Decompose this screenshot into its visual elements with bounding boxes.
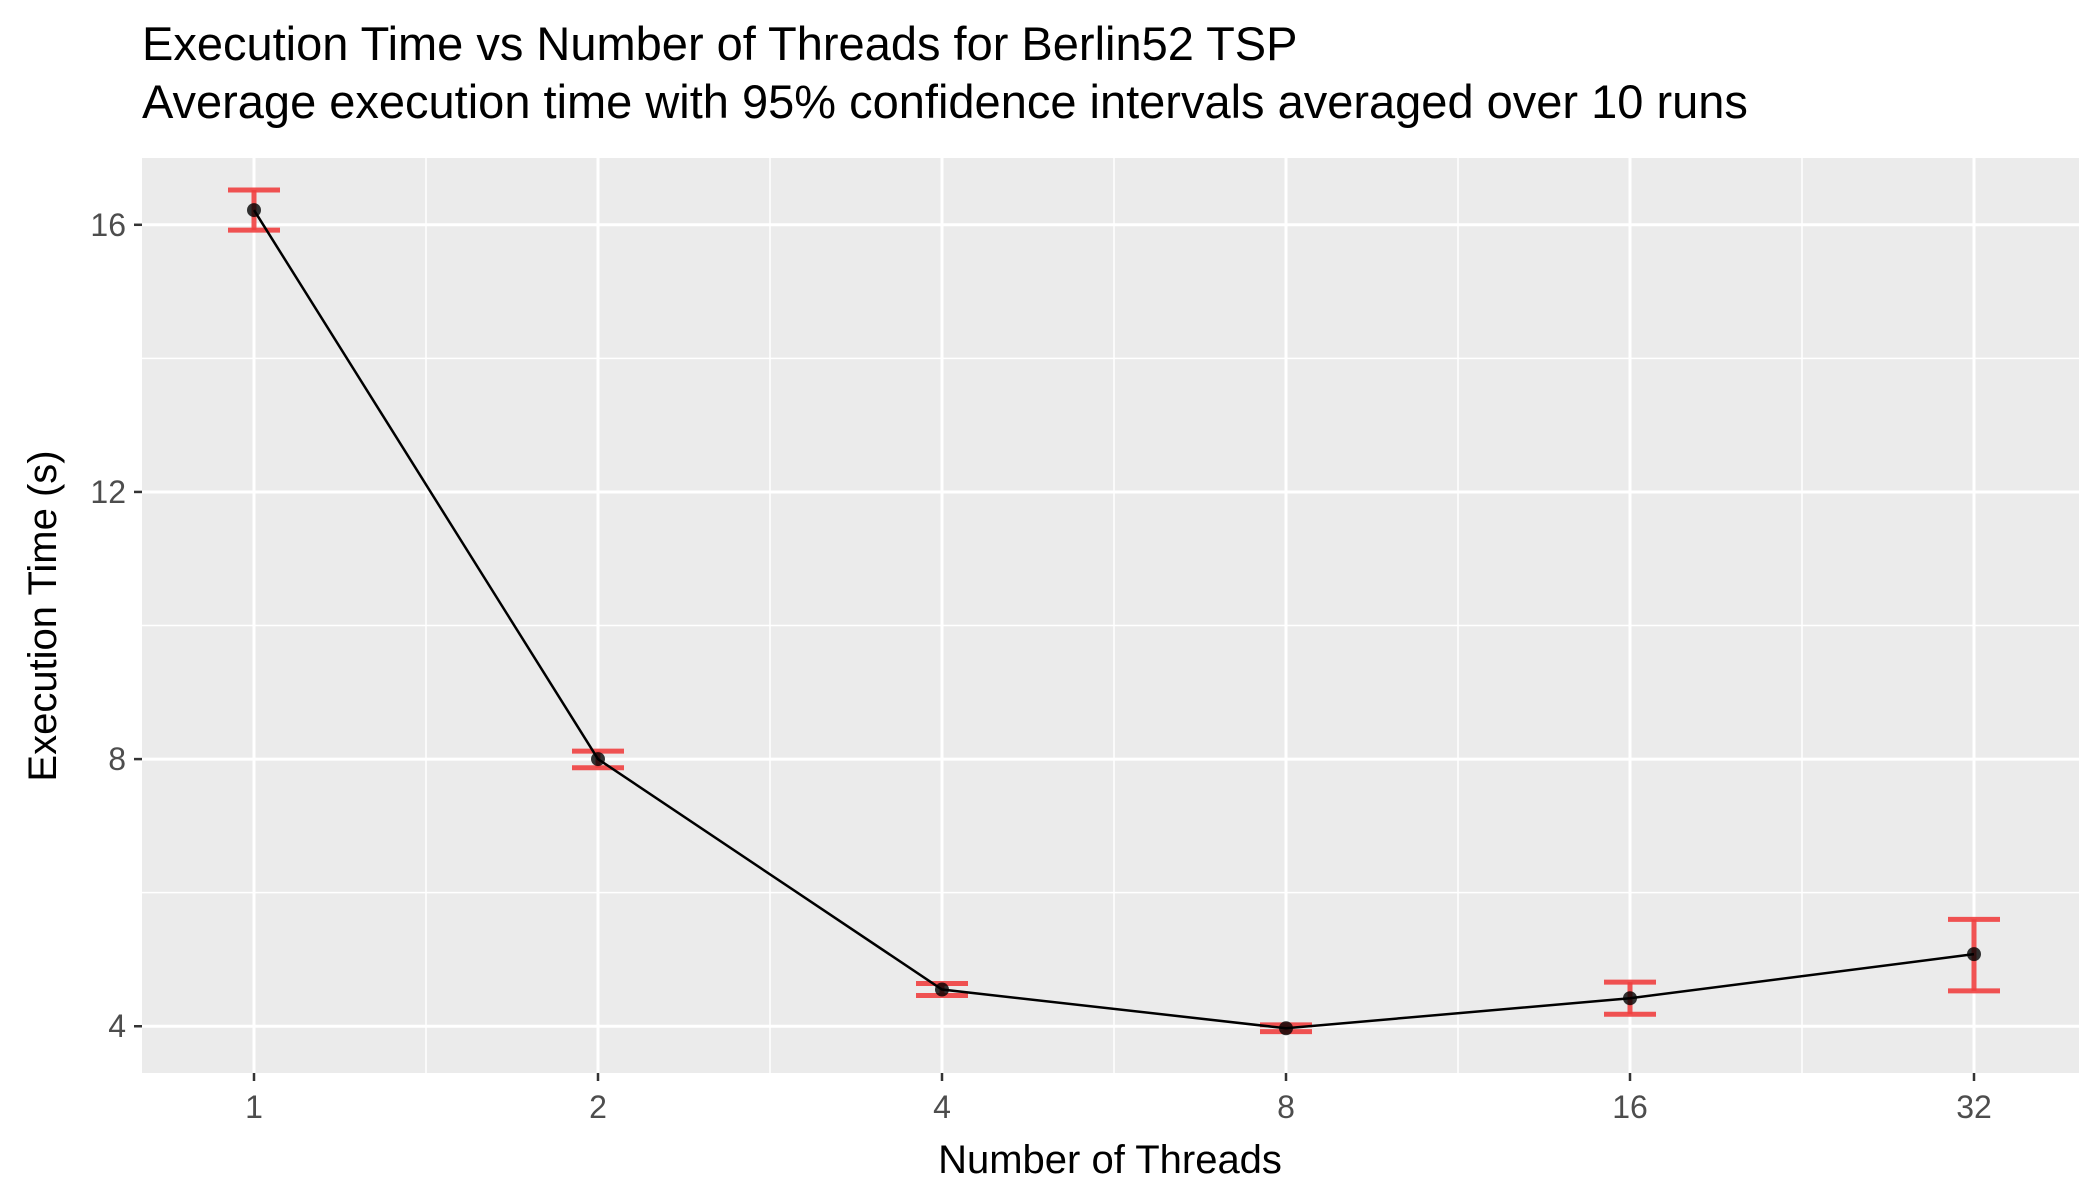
plot-panel — [142, 158, 2079, 1073]
data-point — [935, 982, 949, 997]
grid-major — [142, 158, 2079, 1073]
x-tick-label: 1 — [245, 1089, 263, 1125]
data-point — [247, 203, 261, 218]
chart-title: Execution Time vs Number of Threads for … — [142, 17, 1298, 70]
grid-minor — [142, 158, 2079, 1073]
y-tick-label: 8 — [108, 741, 126, 777]
x-tick-label: 8 — [1277, 1089, 1295, 1125]
data-points — [247, 203, 1981, 1036]
x-axis-title: Number of Threads — [938, 1138, 1282, 1182]
data-point — [1279, 1021, 1293, 1036]
x-tick-labels: 1 2 4 8 16 32 — [245, 1089, 1992, 1125]
y-axis-title: Execution Time (s) — [21, 450, 65, 781]
chart-subtitle: Average execution time with 95% confiden… — [142, 75, 1748, 128]
y-tick-labels: 4 8 12 16 — [90, 207, 126, 1044]
axis-ticks — [134, 223, 1976, 1081]
series-line — [252, 209, 1975, 1030]
x-tick-label: 2 — [589, 1089, 607, 1125]
data-point — [1623, 991, 1637, 1006]
y-tick-label: 16 — [90, 207, 126, 243]
x-tick-label: 32 — [1956, 1089, 1992, 1125]
data-point — [1967, 947, 1981, 962]
x-tick-label: 16 — [1612, 1089, 1648, 1125]
x-tick-label: 4 — [933, 1089, 951, 1125]
y-tick-label: 4 — [108, 1008, 126, 1044]
series-polyline — [252, 209, 1975, 1030]
data-point — [591, 752, 605, 767]
y-tick-label: 12 — [90, 474, 126, 510]
